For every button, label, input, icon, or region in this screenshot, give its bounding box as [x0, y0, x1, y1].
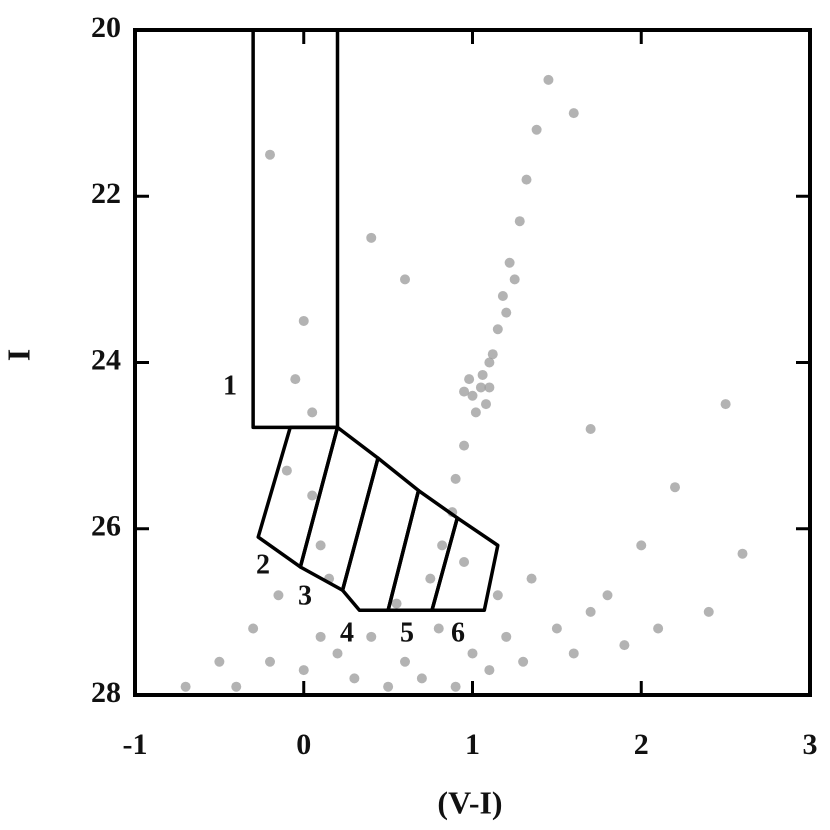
point	[307, 490, 318, 501]
y-tick-label: 24	[91, 343, 121, 376]
y-tick-label: 26	[91, 510, 121, 543]
point	[475, 382, 486, 393]
point	[281, 465, 292, 476]
point	[180, 681, 191, 692]
point	[459, 386, 470, 397]
selection-region	[298, 425, 380, 593]
region-label: 1	[223, 370, 237, 401]
point	[366, 631, 377, 642]
y-tick-label: 20	[91, 11, 121, 44]
point	[585, 606, 596, 617]
point	[484, 382, 495, 393]
point	[501, 631, 512, 642]
point	[585, 424, 596, 434]
point	[349, 673, 360, 684]
point	[450, 473, 461, 484]
region-label: 5	[400, 617, 414, 648]
point	[543, 74, 554, 85]
point	[492, 324, 503, 335]
x-tick-label: 2	[634, 728, 649, 761]
point	[459, 557, 470, 567]
x-axis-label: (V-I)	[437, 784, 502, 820]
point	[602, 590, 613, 601]
y-tick-label: 22	[91, 177, 121, 210]
point	[433, 623, 444, 634]
point	[383, 681, 394, 692]
point	[400, 274, 410, 285]
point	[366, 232, 377, 243]
point	[467, 390, 478, 401]
x-tick-label: 1	[465, 728, 480, 761]
point	[492, 590, 503, 601]
point	[481, 399, 491, 410]
region-label: 4	[340, 617, 354, 648]
point	[484, 665, 495, 676]
selection-region	[256, 425, 340, 569]
point	[737, 548, 748, 559]
point	[315, 540, 326, 551]
point	[273, 590, 284, 601]
point	[290, 374, 301, 385]
x-tick-label: 3	[803, 728, 818, 761]
point	[298, 665, 309, 676]
y-tick-label: 28	[91, 676, 121, 709]
point	[518, 656, 529, 667]
selection-region	[430, 516, 500, 612]
point	[298, 315, 309, 326]
point	[526, 573, 537, 584]
point	[470, 407, 481, 418]
point	[703, 606, 714, 617]
point	[509, 274, 520, 285]
selection-region	[251, 28, 340, 430]
point	[248, 623, 259, 634]
point	[332, 648, 343, 659]
x-tick-label: -1	[123, 728, 148, 761]
point	[467, 648, 478, 659]
region-label: 2	[256, 549, 270, 580]
point	[477, 369, 488, 380]
region-label: 3	[298, 580, 312, 611]
point	[514, 216, 525, 227]
point	[464, 374, 475, 385]
region-label: 6	[451, 617, 465, 648]
point	[568, 108, 579, 119]
point	[437, 540, 448, 551]
point	[315, 631, 326, 642]
point	[670, 482, 680, 493]
y-axis-label: I	[0, 349, 36, 361]
point	[521, 174, 532, 185]
point	[425, 573, 436, 584]
point	[619, 640, 630, 651]
point	[231, 681, 242, 692]
point	[487, 349, 498, 360]
x-tick-label: 0	[296, 728, 311, 761]
point	[531, 124, 542, 135]
selection-region	[340, 456, 421, 612]
plot-frame	[133, 28, 812, 697]
point	[265, 656, 275, 667]
point	[416, 673, 427, 684]
point	[391, 598, 402, 609]
point	[450, 681, 461, 692]
point	[551, 623, 562, 634]
point	[636, 540, 647, 551]
point	[720, 399, 731, 410]
point	[459, 440, 470, 451]
point	[265, 149, 275, 160]
point	[653, 623, 664, 634]
point	[214, 656, 225, 667]
point	[497, 291, 508, 301]
point	[568, 648, 579, 659]
point	[504, 257, 515, 268]
point	[307, 407, 318, 418]
point	[501, 307, 512, 318]
point	[400, 656, 410, 667]
point	[484, 357, 495, 368]
